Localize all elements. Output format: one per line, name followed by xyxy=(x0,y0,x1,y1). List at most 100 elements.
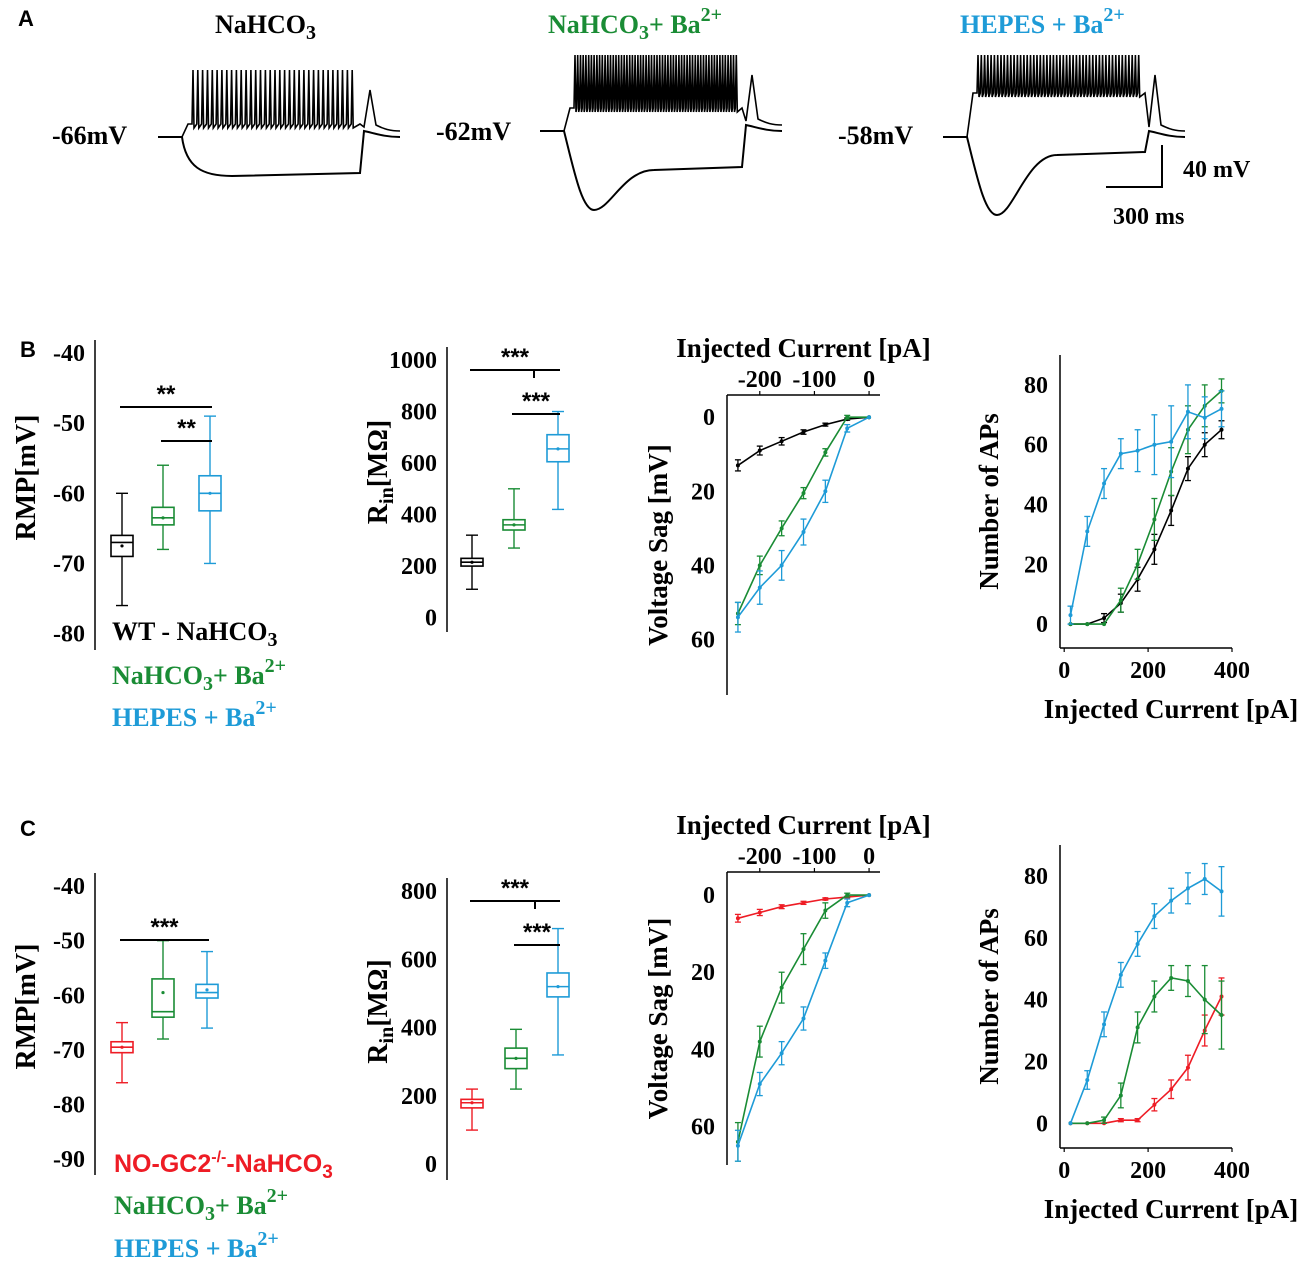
data-point xyxy=(845,900,850,905)
data-point xyxy=(1102,1022,1107,1027)
data-point xyxy=(757,563,762,568)
x-axis-label: Injected Current [pA] xyxy=(1044,1194,1298,1224)
data-point xyxy=(1102,1118,1107,1123)
y-tick-label: 60 xyxy=(691,1114,715,1140)
significance-label: ** xyxy=(157,381,176,408)
y-tick-label: 60 xyxy=(691,627,715,653)
trace-title-nahco3-ba: NaHCO3+ Ba2+ xyxy=(548,4,722,44)
y-tick-label: 0 xyxy=(1036,612,1048,638)
y-tick-label: 0 xyxy=(703,405,715,431)
significance-1: *** xyxy=(514,919,560,946)
data-point xyxy=(1169,439,1174,444)
voltage-traces xyxy=(158,54,1186,217)
line-chart-c_aps: 0 200 400 0 20 40 60 80 Injected Current [pA] Num… xyxy=(974,845,1298,1224)
box-mean xyxy=(205,988,209,992)
box-1 xyxy=(151,464,175,551)
scale-bar: 40 mV 300 ms xyxy=(1106,145,1251,230)
data-point xyxy=(1068,1121,1073,1126)
data-point xyxy=(779,904,784,909)
box-1 xyxy=(151,939,175,1040)
significance-label: *** xyxy=(501,344,530,371)
data-point xyxy=(823,958,828,963)
y-tick-label: 20 xyxy=(691,960,715,986)
data-point xyxy=(823,422,828,427)
y-tick-label: 60 xyxy=(1024,433,1048,459)
data-point xyxy=(1185,979,1190,984)
y-axis-label: Voltage Sag [mV] xyxy=(643,918,673,1120)
y-tick-label: -60 xyxy=(53,983,85,1009)
significance-label: ** xyxy=(177,415,196,442)
data-point xyxy=(779,439,784,444)
box-mean xyxy=(470,1101,474,1105)
trace-title-hepes-ba: HEPES + Ba2+ xyxy=(960,4,1125,39)
data-point xyxy=(1152,547,1157,552)
series-line xyxy=(1069,878,1222,1124)
data-point xyxy=(823,908,828,913)
data-point xyxy=(1135,1118,1140,1123)
y-tick-label: 1000 xyxy=(389,348,437,374)
series-0 xyxy=(1068,420,1225,627)
data-point xyxy=(1068,613,1073,618)
data-point xyxy=(801,530,806,535)
data-point xyxy=(845,426,850,431)
y-tick-label: 200 xyxy=(401,554,437,580)
data-point xyxy=(1185,886,1190,891)
panel-label-c: C xyxy=(20,816,36,841)
box-mean xyxy=(470,560,474,564)
data-point xyxy=(1152,442,1157,447)
data-point xyxy=(1219,889,1224,894)
data-point xyxy=(1102,616,1107,621)
data-point xyxy=(1102,622,1107,627)
data-point xyxy=(1202,415,1207,420)
x-tick-label: 0 xyxy=(1058,658,1070,684)
box-iqr xyxy=(546,972,570,998)
y-tick-label: 20 xyxy=(1024,552,1048,578)
data-point xyxy=(757,910,762,915)
data-point xyxy=(801,491,806,496)
box-mean xyxy=(556,985,560,989)
data-point xyxy=(1185,409,1190,414)
data-point xyxy=(1202,877,1207,882)
y-tick-label: 200 xyxy=(401,1084,437,1110)
charts: -40-50-60-70-80RMP[mV]****10008006004002… xyxy=(11,333,1298,1224)
y-axis-label: Rin[MΩ] xyxy=(363,959,398,1063)
data-point xyxy=(1202,997,1207,1002)
data-point xyxy=(1118,1093,1123,1098)
box-1 xyxy=(504,1028,528,1090)
y-tick-label: -50 xyxy=(53,929,85,955)
x-tick-label: 400 xyxy=(1214,658,1250,684)
x-tick-label: 0 xyxy=(863,367,875,393)
data-point xyxy=(867,415,872,420)
legend-c: NO-GC2-/--NaHCO3 NaHCO3+ Ba2+ HEPES + Ba… xyxy=(114,1149,333,1263)
series-line xyxy=(1070,996,1223,1125)
data-point xyxy=(779,563,784,568)
box-1 xyxy=(502,488,526,549)
y-tick-label: 20 xyxy=(1024,1049,1048,1075)
data-point xyxy=(823,896,828,901)
data-point xyxy=(1152,517,1157,522)
box-mean xyxy=(208,491,212,495)
box-2 xyxy=(546,927,570,1056)
data-point xyxy=(779,526,784,531)
data-point xyxy=(1118,972,1123,977)
y-tick-label: 0 xyxy=(425,1152,437,1178)
data-point xyxy=(735,1143,740,1148)
box-mean xyxy=(161,990,165,995)
x-tick-label: -200 xyxy=(738,367,782,393)
depolarizing-sweep xyxy=(540,54,783,132)
scale-voltage: 40 mV xyxy=(1183,157,1251,183)
data-point xyxy=(1152,914,1157,919)
legend-c-hepes-ba: HEPES + Ba2+ xyxy=(114,1228,279,1263)
x-axis-label: Injected Current [pA] xyxy=(1044,694,1298,724)
data-point xyxy=(867,893,872,898)
data-point xyxy=(845,415,850,420)
data-point xyxy=(1152,1102,1157,1107)
y-tick-label: -60 xyxy=(53,481,85,507)
series-2 xyxy=(734,893,872,1162)
y-axis-label: Rin[MΩ] xyxy=(363,420,398,524)
data-point xyxy=(757,585,762,590)
y-tick-label: 80 xyxy=(1024,864,1048,890)
series-2 xyxy=(1068,862,1225,1126)
box-iqr xyxy=(151,978,175,1018)
box-2 xyxy=(546,410,570,511)
